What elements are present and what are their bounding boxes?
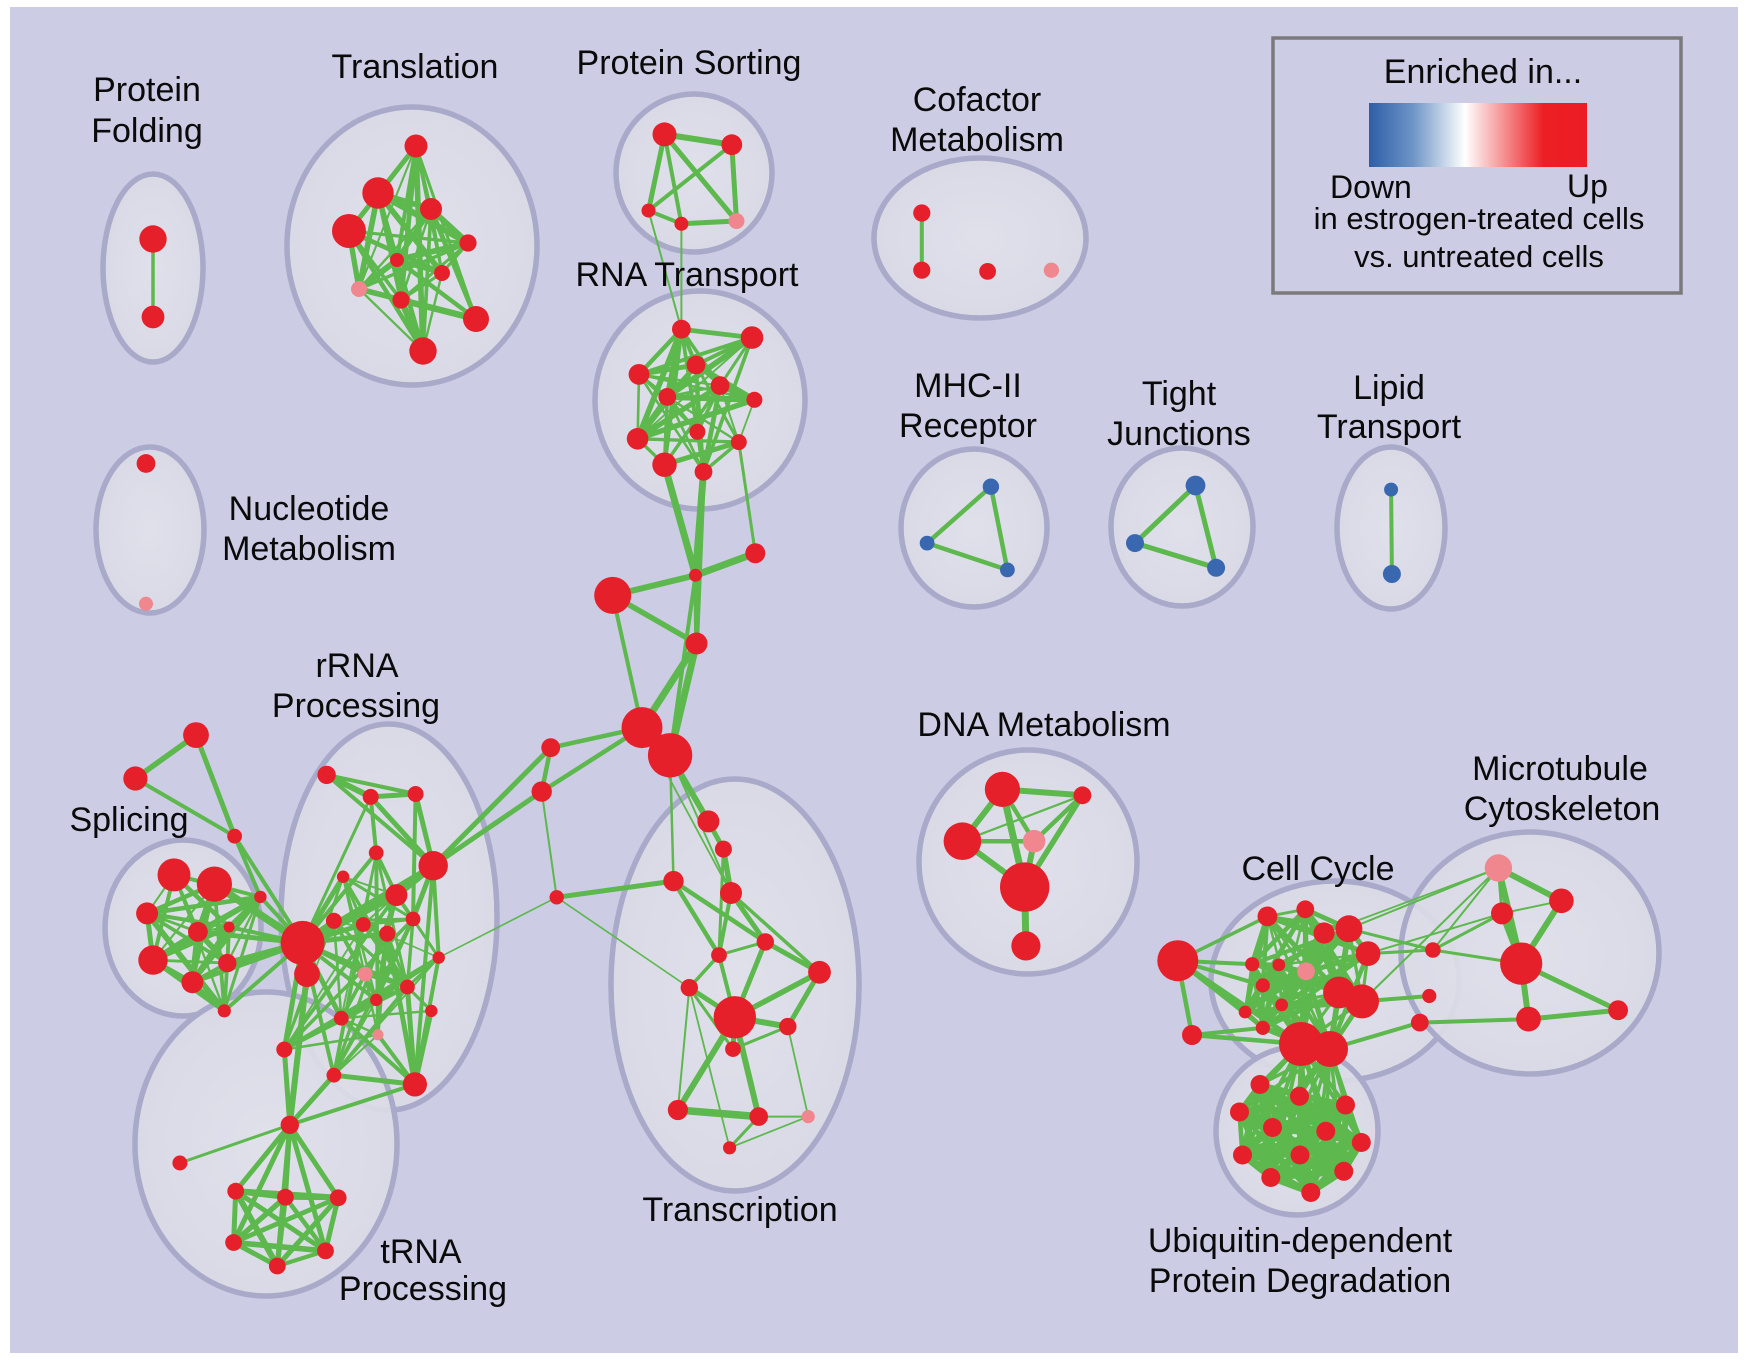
svg-text:Processing: Processing (272, 687, 440, 725)
svg-text:Metabolism: Metabolism (222, 530, 396, 568)
svg-text:Cell Cycle: Cell Cycle (1241, 850, 1394, 888)
svg-text:Protein Degradation: Protein Degradation (1149, 1262, 1451, 1300)
svg-text:Nucleotide: Nucleotide (229, 490, 390, 528)
svg-text:MHC-II: MHC-II (914, 367, 1022, 405)
svg-text:Receptor: Receptor (899, 407, 1037, 445)
svg-text:Up: Up (1567, 168, 1608, 204)
svg-text:Junctions: Junctions (1107, 415, 1251, 453)
svg-text:Ubiquitin-dependent: Ubiquitin-dependent (1148, 1222, 1453, 1260)
svg-text:Cofactor: Cofactor (913, 81, 1042, 119)
svg-text:Metabolism: Metabolism (890, 121, 1064, 159)
svg-text:vs. untreated cells: vs. untreated cells (1354, 239, 1604, 274)
svg-text:Transcription: Transcription (642, 1191, 837, 1229)
svg-text:Translation: Translation (332, 48, 499, 86)
svg-text:Processing: Processing (339, 1270, 507, 1308)
svg-text:Lipid: Lipid (1353, 369, 1425, 407)
svg-text:Enriched in...: Enriched in... (1384, 53, 1582, 91)
svg-text:Transport: Transport (1317, 408, 1462, 446)
svg-text:Tight: Tight (1142, 375, 1217, 413)
svg-text:Folding: Folding (91, 112, 203, 150)
svg-text:tRNA: tRNA (380, 1233, 462, 1271)
svg-text:RNA Transport: RNA Transport (576, 256, 800, 294)
svg-text:Cytoskeleton: Cytoskeleton (1464, 790, 1661, 828)
svg-text:Microtubule: Microtubule (1472, 750, 1648, 788)
svg-text:Protein: Protein (93, 71, 201, 109)
svg-text:DNA Metabolism: DNA Metabolism (917, 706, 1170, 744)
svg-text:rRNA: rRNA (315, 647, 398, 685)
svg-text:Splicing: Splicing (69, 801, 188, 839)
svg-text:in estrogen-treated cells: in estrogen-treated cells (1314, 201, 1645, 236)
svg-text:Down: Down (1330, 169, 1412, 205)
svg-text:Protein Sorting: Protein Sorting (577, 44, 802, 82)
